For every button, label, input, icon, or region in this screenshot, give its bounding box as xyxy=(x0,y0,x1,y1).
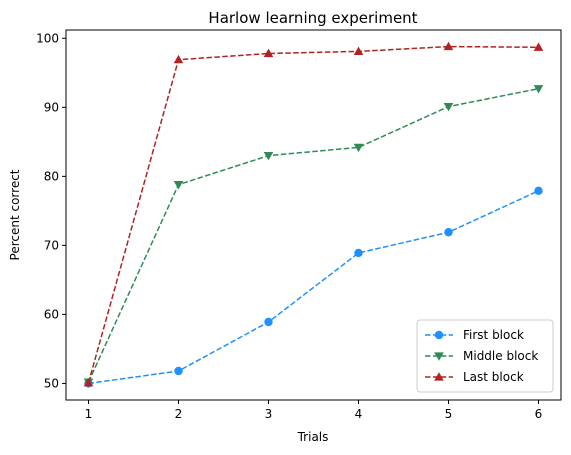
y-tick-label: 70 xyxy=(44,238,59,252)
data-point-last-block xyxy=(173,54,184,64)
series-line-last-block xyxy=(87,45,539,383)
x-tick-label: 4 xyxy=(355,407,363,421)
y-tick-label: 80 xyxy=(44,169,59,183)
data-point-first-block xyxy=(354,248,363,258)
data-point-middle-block xyxy=(173,181,184,190)
data-point-middle-block xyxy=(353,143,364,153)
y-tick-label: 90 xyxy=(44,100,59,114)
legend-label-middle-block: Middle block xyxy=(463,349,538,363)
x-tick-label: 1 xyxy=(85,407,93,421)
legend-label-last-block: Last block xyxy=(463,370,524,384)
series-line-middle-block xyxy=(87,87,539,383)
data-point-first-block xyxy=(174,366,183,376)
data-point-middle-block xyxy=(443,103,454,112)
legend-label-first-block: First block xyxy=(463,328,524,342)
y-axis-label: Percent correct xyxy=(8,169,22,260)
x-tick-label: 5 xyxy=(445,407,453,421)
x-axis-label: Trials xyxy=(297,430,329,444)
legend: First block Middle block Last block xyxy=(416,319,554,393)
series-line-first-block xyxy=(88,190,539,385)
chart-title: Harlow learning experiment xyxy=(208,9,417,27)
data-point-last-block xyxy=(83,377,94,387)
x-tick-label: 6 xyxy=(535,407,543,421)
y-tick-label: 100 xyxy=(36,31,59,45)
legend-marker-first-block xyxy=(434,330,444,340)
data-point-first-block xyxy=(444,228,453,237)
data-point-middle-block xyxy=(263,152,274,161)
legend-marker-middle-block xyxy=(434,352,444,361)
data-point-first-block xyxy=(534,186,543,196)
legend-box xyxy=(416,319,554,393)
x-tick-label: 2 xyxy=(175,407,183,421)
data-point-middle-block xyxy=(533,85,544,94)
data-point-last-block xyxy=(443,41,454,51)
y-tick-label: 60 xyxy=(44,307,59,321)
data-point-first-block xyxy=(264,317,273,327)
data-point-last-block xyxy=(533,42,544,51)
legend-marker-last-block xyxy=(434,372,444,381)
plot-area xyxy=(83,41,544,388)
plot-frame xyxy=(65,29,562,401)
x-tick-label: 3 xyxy=(265,407,273,421)
data-point-last-block xyxy=(263,48,274,58)
y-tick-label: 50 xyxy=(44,376,59,390)
data-point-last-block xyxy=(353,46,364,55)
